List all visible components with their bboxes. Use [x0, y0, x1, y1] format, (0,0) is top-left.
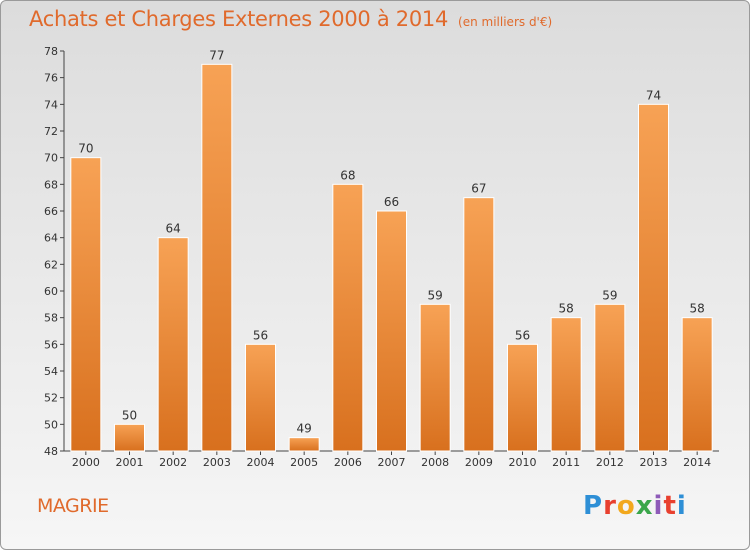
y-tick-label: 56 — [44, 338, 58, 351]
data-label-2000: 70 — [78, 142, 93, 156]
data-label-2004: 56 — [253, 328, 268, 342]
x-tick-label-2000: 2000 — [72, 456, 100, 469]
bar-2006 — [332, 183, 364, 452]
data-labels: 70 50 64 77 56 49 68 66 59 67 56 58 59 74 58 — [78, 48, 705, 435]
y-tick-label: 62 — [44, 258, 58, 271]
x-tick-label-2008: 2008 — [421, 456, 449, 469]
bar-2003 — [201, 63, 233, 452]
data-label-2012: 59 — [602, 288, 617, 302]
data-label-2009: 67 — [471, 182, 486, 196]
data-label-2001: 50 — [122, 408, 137, 422]
bar-2000 — [70, 157, 102, 452]
logo-letter: x — [635, 491, 654, 521]
y-tick-label: 72 — [44, 125, 58, 138]
bar-2007 — [376, 210, 407, 452]
y-tick-label: 66 — [44, 205, 58, 218]
bar-2002 — [157, 237, 189, 452]
data-label-2014: 58 — [690, 302, 705, 316]
y-tick-label: 68 — [44, 178, 58, 191]
x-tick-label-2010: 2010 — [509, 456, 537, 469]
data-label-2003: 77 — [209, 48, 224, 62]
logo-letter: t — [663, 491, 677, 521]
y-tick-label: 74 — [44, 98, 58, 111]
y-tick-label: 64 — [44, 232, 58, 245]
bars — [70, 63, 713, 452]
commune-name: MAGRIE — [37, 495, 109, 517]
proxiti-logo: Proxiti — [583, 491, 687, 521]
bar-2011 — [550, 317, 582, 452]
data-label-2002: 64 — [166, 222, 181, 236]
logo-letter: P — [583, 491, 604, 521]
data-label-2011: 58 — [559, 302, 574, 316]
bar-2009 — [463, 197, 495, 452]
y-tick-label: 52 — [44, 392, 58, 405]
y-tick-label: 50 — [44, 418, 58, 431]
y-tick-label: 58 — [44, 312, 58, 325]
bar-2001 — [114, 423, 145, 452]
x-tick-label-2013: 2013 — [640, 456, 668, 469]
y-axis: 48 50 52 54 56 58 60 62 64 66 68 70 72 74 76 78 — [44, 45, 65, 458]
x-tick-label-2012: 2012 — [596, 456, 624, 469]
data-label-2006: 68 — [340, 168, 355, 182]
x-tick-label-2004: 2004 — [247, 456, 275, 469]
x-tick-label-2002: 2002 — [159, 456, 187, 469]
bar-2014 — [681, 317, 713, 452]
bar-2010 — [507, 343, 538, 452]
y-tick-label: 70 — [44, 152, 58, 165]
x-tick-label-2009: 2009 — [465, 456, 493, 469]
bar-2005 — [288, 437, 320, 452]
x-tick-label-2007: 2007 — [378, 456, 406, 469]
logo-letter: o — [616, 491, 636, 521]
x-tick-label-2005: 2005 — [290, 456, 318, 469]
logo-letter: i — [653, 491, 664, 521]
x-tick-label-2011: 2011 — [552, 456, 580, 469]
y-tick-label: 54 — [44, 365, 58, 378]
bar-2013 — [638, 103, 669, 452]
y-tick-label: 78 — [44, 45, 58, 58]
chart-title: Achats et Charges Externes 2000 à 2014 (e… — [29, 7, 552, 31]
y-tick-label: 48 — [44, 445, 58, 458]
x-tick-label-2014: 2014 — [683, 456, 711, 469]
x-tick-label-2006: 2006 — [334, 456, 362, 469]
bar-2012 — [594, 303, 626, 452]
bar-2004 — [245, 343, 276, 452]
data-label-2007: 66 — [384, 195, 399, 209]
data-label-2005: 49 — [297, 422, 312, 436]
logo-letter: r — [603, 491, 617, 521]
chart-title-text: Achats et Charges Externes 2000 à 2014 — [29, 7, 449, 31]
logo-letter: i — [676, 491, 687, 521]
data-label-2013: 74 — [646, 88, 661, 102]
bar-2008 — [419, 303, 451, 452]
y-tick-label: 76 — [44, 72, 58, 85]
data-label-2010: 56 — [515, 328, 530, 342]
x-axis: 2000 2001 2002 2003 2004 2005 2006 2007 2008 2009… — [64, 450, 719, 469]
x-tick-label-2003: 2003 — [203, 456, 231, 469]
chart-subtitle: (en milliers d'€) — [458, 15, 553, 29]
data-label-2008: 59 — [428, 288, 443, 302]
x-tick-label-2001: 2001 — [116, 456, 144, 469]
y-tick-label: 60 — [44, 285, 58, 298]
